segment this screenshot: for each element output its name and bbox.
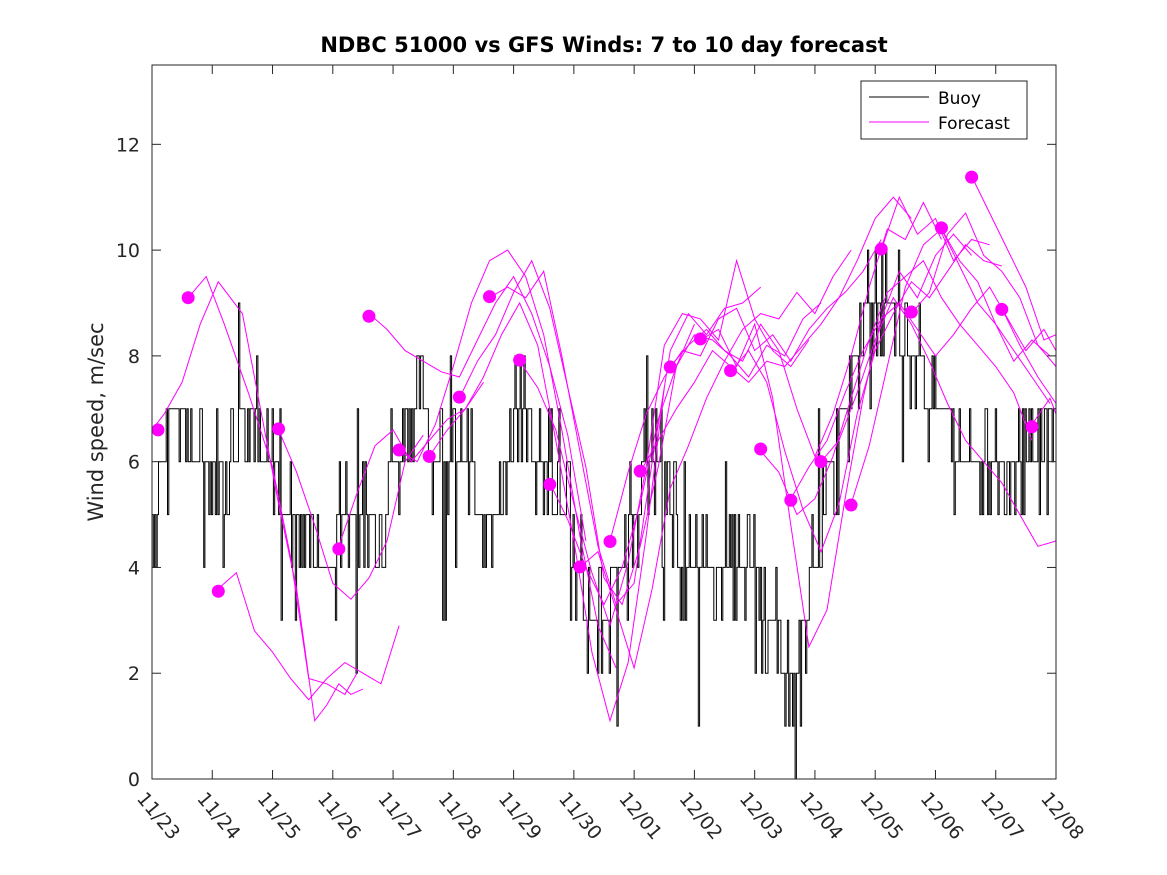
forecast-marker (874, 242, 888, 256)
forecast-run-line-13 (579, 249, 852, 670)
forecast-marker (904, 305, 918, 319)
forecast-marker (603, 535, 617, 549)
forecast-marker (814, 455, 828, 469)
chart-title: NDBC 51000 vs GFS Winds: 7 to 10 day for… (320, 33, 887, 57)
forecast-run-line-3 (217, 571, 400, 701)
forecast-run-line-2 (187, 275, 358, 696)
buoy-layer (152, 249, 1056, 780)
forecast-run-line-22 (850, 228, 1051, 505)
forecast-run-line-20 (790, 286, 1057, 499)
forecast-marker (965, 170, 979, 184)
forecast-marker (332, 542, 346, 556)
forecast-marker (663, 360, 677, 374)
forecast-run-line-14 (609, 239, 882, 542)
forecast-run-line-28 (1031, 397, 1057, 425)
forecast-marker (422, 449, 436, 463)
forecast-marker (211, 584, 225, 598)
forecast-run-line-21 (820, 296, 1057, 547)
forecast-run-line-9 (458, 259, 695, 606)
forecast-layer (151, 175, 1057, 723)
forecast-run-line-7 (398, 249, 617, 669)
y-tick-label: 10 (116, 240, 140, 262)
forecast-marker (392, 443, 406, 457)
forecast-run-line-26 (971, 175, 1057, 341)
buoy-series-line (152, 249, 1056, 780)
forecast-marker (573, 560, 587, 574)
forecast-run-line-5 (338, 382, 484, 547)
forecast-run-line-4 (278, 429, 424, 600)
forecast-run-line-24 (911, 212, 1057, 367)
forecast-marker (934, 221, 948, 235)
forecast-marker (844, 498, 858, 512)
forecast-run-line-11 (519, 258, 810, 628)
forecast-marker (452, 390, 466, 404)
y-tick-label: 8 (128, 346, 140, 368)
forecast-marker (362, 309, 376, 323)
forecast-run-line-10 (489, 270, 762, 606)
forecast-run-line-23 (880, 195, 990, 262)
y-tick-label: 4 (128, 557, 140, 579)
y-axis-label: Wind speed, m/sec (84, 322, 108, 521)
forecast-run-line-12 (549, 302, 822, 606)
forecast-run-line-18 (730, 244, 1002, 553)
forecast-marker (513, 353, 527, 367)
y-tick-label: 12 (116, 134, 140, 156)
forecast-marker (995, 302, 1009, 316)
forecast-marker (482, 290, 496, 304)
forecast-run-line-19 (760, 259, 1033, 516)
forecast-marker (754, 442, 768, 456)
forecast-run-line-17 (700, 233, 972, 649)
y-tick-label: 0 (128, 769, 140, 791)
forecast-marker-layer (151, 170, 1039, 598)
forecast-marker (151, 423, 165, 437)
legend-box (860, 80, 1028, 140)
forecast-marker (784, 493, 798, 507)
legend-label-buoy: Buoy (938, 89, 981, 109)
forecast-marker (724, 364, 738, 378)
forecast-marker (181, 291, 195, 305)
forecast-marker (1025, 420, 1039, 434)
forecast-run-line-25 (941, 228, 1051, 363)
forecast-run-line-8 (428, 301, 665, 723)
forecast-marker (633, 464, 647, 478)
forecast-run-line-27 (1001, 308, 1057, 404)
forecast-marker (693, 332, 707, 346)
y-tick-label: 2 (128, 663, 140, 685)
axes-box (151, 64, 1057, 780)
forecast-run-line-15 (639, 196, 912, 473)
forecast-marker (543, 477, 557, 491)
y-axis: 0 2 4 6 8 10 12 (116, 134, 1056, 791)
forecast-run-line-16 (669, 201, 942, 458)
legend: Buoy Forecast (860, 80, 1028, 140)
y-tick-label: 6 (128, 452, 140, 474)
plot-area (152, 65, 1056, 779)
legend-label-forecast: Forecast (938, 114, 1010, 134)
forecast-marker (272, 422, 286, 436)
